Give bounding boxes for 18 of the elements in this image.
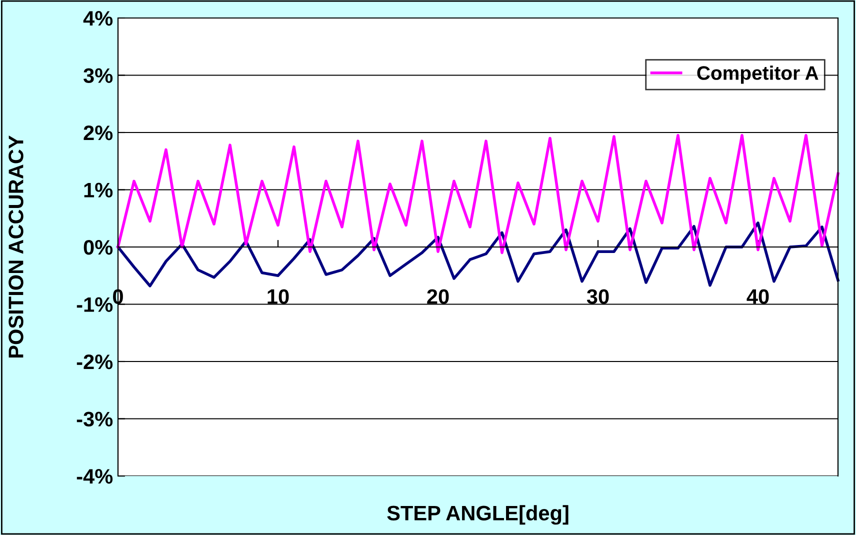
y-tick-label: 3%	[84, 68, 113, 84]
y-tick-label: -4%	[76, 469, 113, 484]
x-tick-label: 10	[268, 289, 289, 304]
line-series	[116, 134, 840, 254]
y-tick-label: -1%	[76, 297, 113, 312]
legend-label: Competitor A	[697, 66, 818, 84]
y-tick-label: 0%	[84, 240, 113, 255]
y-tick-label: 4%	[83, 11, 113, 26]
line-series	[116, 222, 840, 288]
x-tick-label: 20	[427, 289, 449, 304]
x-tick-label: 30	[586, 289, 609, 304]
x-tick-label: 40	[746, 289, 769, 304]
y-tick-label: -2%	[76, 354, 113, 370]
y-tick-label: 2%	[84, 126, 113, 140]
y-tick-label: 1%	[84, 182, 113, 198]
x-axis-title: STEP ANGLE[deg]	[387, 505, 568, 525]
y-tick-label: -3%	[76, 412, 113, 427]
y-axis-title: POSITION ACCURACY	[8, 135, 24, 358]
